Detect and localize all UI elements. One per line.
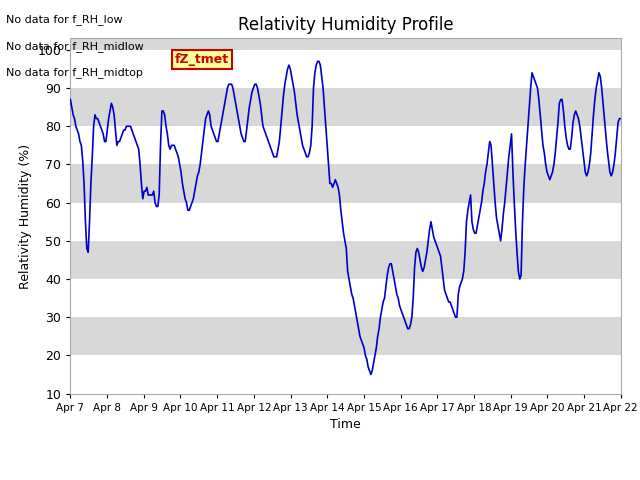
Bar bbox=[70, 355, 621, 394]
X-axis label: Time: Time bbox=[330, 418, 361, 431]
Legend: 22m: 22m bbox=[301, 475, 390, 480]
Text: No data for f_RH_low: No data for f_RH_low bbox=[6, 14, 123, 25]
Text: fZ_tmet: fZ_tmet bbox=[175, 53, 229, 66]
Title: Relativity Humidity Profile: Relativity Humidity Profile bbox=[238, 16, 453, 34]
Bar bbox=[70, 38, 621, 50]
Bar bbox=[70, 241, 621, 279]
Bar bbox=[70, 165, 621, 203]
Bar bbox=[70, 50, 621, 88]
Bar bbox=[70, 88, 621, 126]
Bar bbox=[70, 279, 621, 317]
Bar bbox=[70, 203, 621, 241]
Bar bbox=[70, 317, 621, 355]
Bar bbox=[70, 126, 621, 165]
Y-axis label: Relativity Humidity (%): Relativity Humidity (%) bbox=[19, 144, 32, 288]
Text: No data for f_RH_midlow: No data for f_RH_midlow bbox=[6, 41, 144, 52]
Text: No data for f_RH_midtop: No data for f_RH_midtop bbox=[6, 67, 143, 78]
